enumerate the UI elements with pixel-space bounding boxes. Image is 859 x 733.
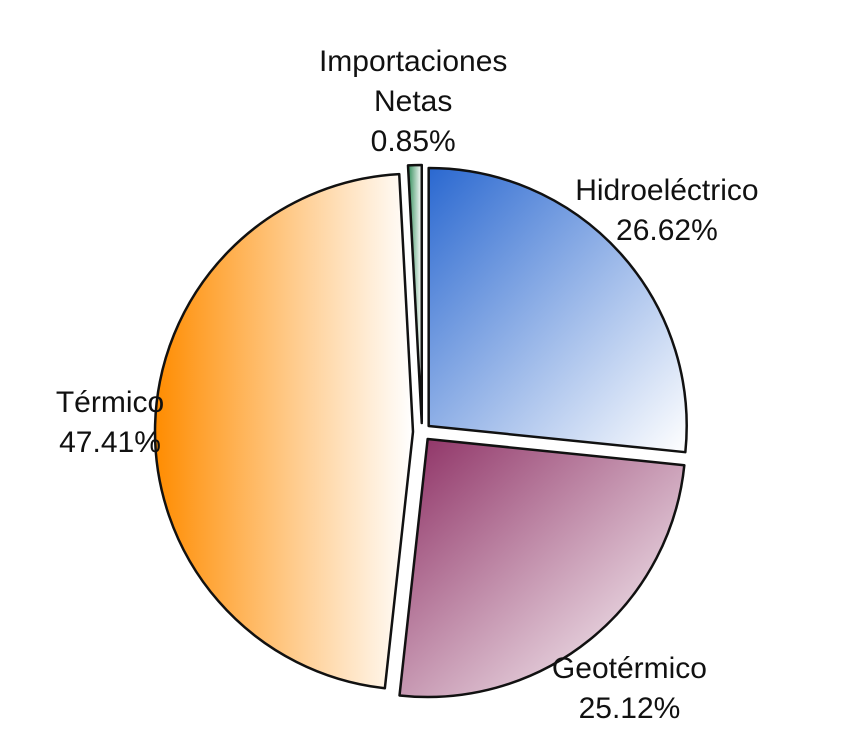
pie-slice: [153, 172, 415, 690]
slice-label: Hidroeléctrico 26.62%: [575, 171, 758, 251]
category-label: Geotérmico: [551, 651, 707, 685]
pie-slice: [406, 163, 424, 425]
slice-label: Geotérmico 25.12%: [552, 649, 707, 729]
category-label: Hidroeléctrico: [575, 173, 759, 207]
slice-label: Importaciones Netas 0.85%: [293, 42, 533, 162]
slice-label: Térmico 47.41%: [56, 383, 164, 463]
category-label: Importaciones Netas: [318, 45, 508, 119]
pie-slice: [398, 437, 686, 699]
value-label: 26.62%: [616, 213, 718, 247]
value-label: 25.12%: [578, 691, 681, 725]
category-label: Térmico: [55, 385, 165, 419]
pie-slice: [427, 166, 688, 454]
value-label: 0.85%: [370, 125, 456, 159]
value-label: 47.41%: [59, 425, 161, 459]
